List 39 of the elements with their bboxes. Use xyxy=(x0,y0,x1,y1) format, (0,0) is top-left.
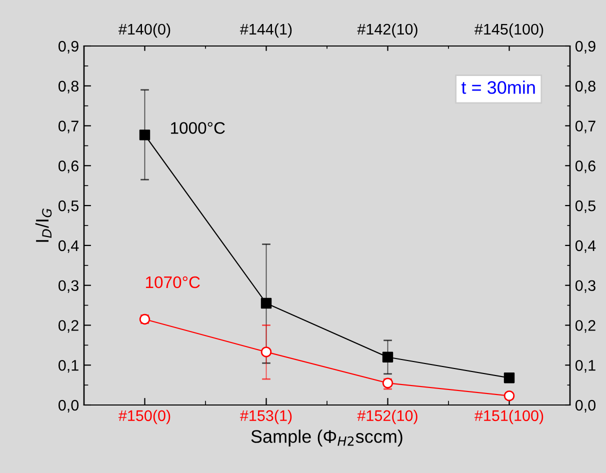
series-label: 1070°C xyxy=(146,276,200,288)
y2-tick-label: 0,5 xyxy=(575,200,596,214)
y2-tick-label: 0,1 xyxy=(575,360,596,373)
y-tick-label: 0,2 xyxy=(58,320,78,333)
point xyxy=(139,130,150,140)
x-tick-label: #153(1) xyxy=(240,410,292,424)
series-label: 1000°C xyxy=(171,122,225,134)
y2-tick-label: 0,6 xyxy=(575,160,596,174)
y2-tick-label: 0,0 xyxy=(575,400,596,412)
annotation: t = 30min xyxy=(461,80,535,94)
text: #142(10) xyxy=(357,23,418,38)
y-tick-label: 0,9 xyxy=(58,40,78,54)
point xyxy=(260,298,272,309)
y-tick-label: 0,3 xyxy=(58,280,78,293)
y-tick-label: 0,4 xyxy=(58,240,79,253)
y2-tick-label: 0,2 xyxy=(575,320,596,333)
y-tick-label: 0,5 xyxy=(58,200,78,214)
text: #145(100) xyxy=(474,23,544,38)
y2-tick-label: 0,3 xyxy=(575,280,596,293)
y2-tick-label: 0,4 xyxy=(575,240,596,253)
y-tick-label: 0,6 xyxy=(58,160,78,174)
point xyxy=(382,352,394,362)
point xyxy=(504,390,515,402)
y-tick-label: 0,1 xyxy=(58,360,78,373)
y2-tick-label: 0,7 xyxy=(575,120,596,134)
x-tick-label: #152(10) xyxy=(357,410,418,424)
y-tick-label: 0,0 xyxy=(58,400,79,412)
text: #144(1) xyxy=(240,23,292,38)
y2-tick-label: 0,8 xyxy=(575,80,596,94)
x-axis-title: Sample (Φ$_{H2}$sccm) xyxy=(251,430,402,446)
point xyxy=(260,346,272,358)
x-tick-label: #150(0) xyxy=(118,410,170,424)
x-tick-label: #151(100) xyxy=(474,410,544,424)
text: #140(0) xyxy=(118,23,170,38)
y2-tick-label: 0,9 xyxy=(575,40,596,54)
y-tick-label: 0,7 xyxy=(58,120,78,134)
y-axis-title: I$_{D}$/I$_{G}$ xyxy=(35,208,52,242)
y-tick-label: 0,8 xyxy=(58,80,78,94)
point xyxy=(504,372,515,384)
